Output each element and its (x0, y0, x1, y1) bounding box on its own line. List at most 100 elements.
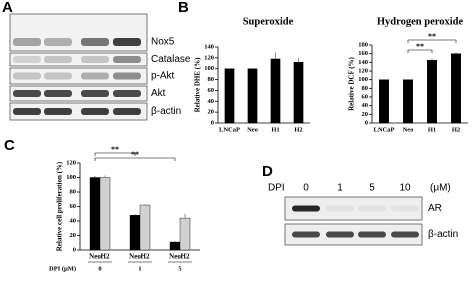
x-tick-label: 5 (178, 265, 182, 272)
y-tick-label: 20 (362, 111, 369, 118)
x-tick-label: H1 (428, 126, 436, 133)
blot-band (113, 108, 141, 115)
blot-band (81, 72, 109, 80)
blot-band (113, 90, 141, 97)
row-label: Catalase (151, 54, 191, 65)
series-label: H2 (101, 253, 110, 261)
significance-bracket (94, 152, 136, 156)
blot-band (81, 38, 109, 46)
bar (179, 217, 191, 251)
blot-band (44, 108, 72, 115)
blot-band (326, 231, 354, 238)
blot-band (44, 38, 72, 46)
x-tick-label: Neo (403, 126, 414, 133)
blot-band (13, 56, 41, 63)
blot-band (81, 108, 109, 115)
y-tick-label: 60 (362, 93, 369, 100)
y-tick-label: 120 (66, 159, 76, 166)
y-tick-label: 80 (70, 188, 77, 195)
blot-band (113, 56, 141, 63)
panel-label: B (178, 0, 189, 16)
y-tick-label: 60 (70, 203, 77, 210)
bar (247, 68, 258, 124)
row-label: Nox5 (151, 37, 175, 48)
treatment-label: DPI (268, 183, 285, 194)
x-tick-label: H1 (271, 126, 279, 133)
y-tick-label: 40 (362, 102, 369, 109)
series-label: Neo (169, 253, 181, 261)
bar (224, 68, 235, 124)
y-tick-label: 0 (211, 119, 214, 126)
blot-frame (9, 102, 148, 121)
blot-band (292, 231, 320, 238)
blot-band (326, 205, 354, 212)
bar (89, 177, 101, 251)
annotation: ** (416, 42, 424, 51)
bar (379, 79, 390, 124)
lane-label: 0 (303, 183, 309, 194)
blot-band (113, 38, 141, 46)
blot-band (358, 205, 386, 212)
blot-band (292, 205, 320, 212)
x-tick-label: H2 (452, 126, 460, 133)
series-label: Neo (129, 253, 141, 261)
significance-bracket (407, 39, 457, 43)
bar (403, 79, 414, 124)
blot-band (13, 108, 41, 115)
panel-label: A (2, 0, 13, 16)
lane-label: 5 (369, 183, 375, 194)
row-label: β-actin (151, 106, 181, 117)
x-tick-label: LNCaP (374, 126, 395, 133)
series-label: Neo (89, 253, 101, 261)
y-axis-label: Relative DCF (%) (348, 56, 356, 110)
blot-frame (9, 52, 148, 67)
x-tick-label: 0 (98, 265, 101, 272)
y-tick-label: 60 (208, 87, 215, 94)
y-tick-label: 0 (73, 246, 76, 253)
y-tick-label: 140 (358, 59, 368, 66)
y-tick-label: 120 (204, 54, 214, 61)
bar (139, 204, 151, 251)
y-tick-label: 80 (208, 76, 215, 83)
x-axis-label: DPI (μM) (49, 265, 76, 272)
x-tick-label: LNCaP (219, 126, 240, 133)
y-tick-label: 20 (208, 109, 215, 116)
y-tick-label: 80 (362, 85, 369, 92)
x-tick-label: H2 (294, 126, 302, 133)
blot-band (391, 205, 419, 212)
bar (427, 59, 438, 124)
blot-band (44, 56, 72, 63)
bar (270, 58, 281, 124)
bar (169, 241, 181, 251)
y-tick-label: 40 (208, 98, 215, 105)
series-label: H2 (181, 253, 190, 261)
blot-frame (284, 196, 423, 221)
significance-bracket (94, 157, 176, 161)
y-axis-label: Relative DHE (%) (194, 57, 202, 112)
x-tick-label: Neo (247, 126, 258, 133)
bar (293, 62, 304, 124)
x-tick-label: 1 (138, 265, 141, 272)
unit-label: (μM) (430, 183, 451, 194)
panel-label: C (4, 137, 15, 154)
lane-label: 1 (337, 183, 343, 194)
series-label: H2 (141, 253, 150, 261)
y-axis-label: Relative cell proliferation (%) (56, 161, 64, 251)
lane-label: 10 (399, 183, 411, 194)
y-tick-label: 100 (66, 174, 76, 181)
annotation: ** (111, 145, 119, 154)
row-label: Akt (151, 88, 166, 99)
y-tick-label: 140 (204, 43, 214, 50)
bar (451, 53, 462, 124)
bar (129, 214, 141, 251)
y-tick-label: 100 (358, 76, 368, 83)
y-tick-label: 20 (70, 232, 77, 239)
y-tick-label: 100 (204, 65, 214, 72)
y-tick-label: 40 (70, 217, 77, 224)
blot-band (391, 231, 419, 238)
blot-band (44, 72, 72, 80)
row-label: AR (428, 203, 442, 214)
blot-band (81, 56, 109, 63)
y-tick-label: 160 (358, 50, 368, 57)
